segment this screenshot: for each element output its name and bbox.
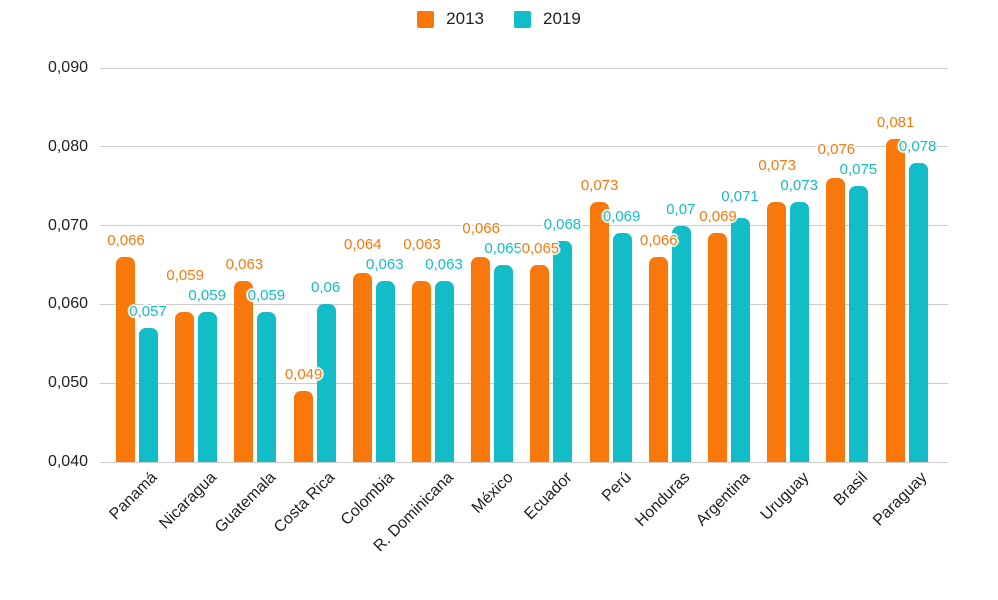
bar-2013-uruguay[interactable] [767, 201, 787, 462]
bar-2019-mexico[interactable] [494, 265, 514, 462]
bar-2019-guatemala[interactable] [257, 312, 277, 462]
y-axis-tick-0-090: 0,090 [47, 59, 88, 76]
gridline-0-070 [100, 225, 948, 227]
value-label-2019-brasil: 0,075 [839, 161, 878, 179]
x-axis-label-brasil: Brasil [831, 469, 872, 510]
bar-2013-panama[interactable] [116, 257, 135, 462]
value-label-2013-colombia: 0,064 [344, 235, 382, 253]
chart-legend: 2013 2019 [0, 9, 998, 29]
bar-2019-r-dominicana[interactable] [435, 280, 454, 462]
y-axis-tick-0-080: 0,080 [47, 137, 88, 155]
legend-swatch-2019-icon [514, 10, 531, 28]
bar-2013-ecuador[interactable] [530, 265, 550, 462]
gridline-0-090 [100, 67, 948, 69]
legend-item-2019: 2019 [514, 9, 581, 29]
value-label-2019-panama: 0,057 [129, 303, 167, 321]
value-label-2013-nicaragua: 0,059 [166, 267, 204, 285]
bar-2013-argentina[interactable] [708, 233, 727, 462]
x-axis-label-argentina: Argentina [692, 469, 754, 530]
gridline-0-050 [100, 382, 948, 384]
value-label-2013-ecuador: 0,065 [521, 240, 560, 257]
x-axis-label-panama: Panamá [106, 469, 162, 524]
y-axis-tick-0-040: 0,040 [47, 453, 88, 470]
bar-2019-peru[interactable] [612, 233, 632, 462]
bar-2013-mexico[interactable] [471, 257, 491, 462]
bar-2019-costa-rica[interactable] [316, 304, 336, 462]
value-label-2013-r-dominicana: 0,063 [403, 235, 441, 253]
bar-2013-nicaragua[interactable] [175, 312, 195, 462]
value-label-2013-argentina: 0,069 [699, 208, 737, 226]
x-axis-label-uruguay: Uruguay [757, 469, 813, 524]
gridline-0-060 [100, 303, 948, 305]
value-label-2013-honduras: 0,066 [640, 232, 678, 250]
bar-2019-ecuador[interactable] [553, 241, 573, 462]
value-label-2013-mexico: 0,066 [462, 220, 500, 237]
x-axis-label-peru: Perú [598, 469, 635, 505]
value-label-2019-nicaragua: 0,059 [188, 287, 226, 305]
value-label-2013-uruguay: 0,073 [758, 156, 796, 174]
value-label-2019-r-dominicana: 0,063 [425, 255, 463, 273]
y-axis-tick-0-050: 0,050 [47, 374, 88, 392]
value-label-2019-colombia: 0,063 [366, 255, 404, 273]
bar-2019-colombia[interactable] [375, 280, 395, 462]
value-label-2019-costa-rica: 0,06 [310, 279, 341, 297]
bar-2019-argentina[interactable] [731, 217, 750, 462]
bar-2013-guatemala[interactable] [234, 280, 254, 462]
bar-2013-brasil[interactable] [826, 178, 846, 462]
bar-2019-paraguay[interactable] [908, 162, 928, 462]
legend-swatch-2013-icon [417, 10, 435, 28]
bar-2019-brasil[interactable] [849, 186, 869, 462]
gridline-0-040 [100, 461, 948, 463]
bar-2019-honduras[interactable] [671, 225, 691, 462]
legend-item-2013: 2013 [417, 9, 484, 29]
bar-2013-honduras[interactable] [648, 257, 668, 462]
bar-2013-paraguay[interactable] [885, 138, 905, 462]
x-axis-label-guatemala: Guatemala [212, 469, 280, 537]
value-label-2019-uruguay: 0,073 [780, 176, 818, 194]
value-label-2013-brasil: 0,076 [817, 141, 856, 159]
bar-2013-r-dominicana[interactable] [412, 280, 431, 462]
y-axis-tick-0-070: 0,070 [47, 216, 88, 234]
bar-2019-nicaragua[interactable] [198, 312, 218, 462]
value-label-2013-peru: 0,073 [580, 176, 619, 194]
bar-2013-costa-rica[interactable] [293, 391, 313, 462]
value-label-2013-guatemala: 0,063 [225, 255, 264, 273]
x-axis-label-honduras: Honduras [632, 469, 694, 531]
bar-2013-peru[interactable] [589, 201, 609, 462]
x-axis-label-costa-rica: Costa Rica [271, 469, 339, 537]
x-axis-label-colombia: Colombia [338, 469, 398, 529]
value-label-2013-costa-rica: 0,049 [284, 366, 323, 384]
bar-2013-colombia[interactable] [352, 272, 372, 462]
legend-label-2013: 2013 [446, 9, 484, 28]
value-label-2019-ecuador: 0,068 [543, 216, 582, 234]
value-label-2013-panama: 0,066 [107, 232, 145, 250]
x-axis-label-ecuador: Ecuador [521, 469, 576, 524]
value-label-2019-argentina: 0,071 [721, 188, 759, 206]
y-axis-tick-0-060: 0,060 [47, 295, 88, 313]
gridline-0-080 [100, 146, 948, 148]
bar-2019-uruguay[interactable] [790, 201, 810, 462]
value-label-2019-peru: 0,069 [602, 208, 641, 226]
value-label-2013-paraguay: 0,081 [876, 113, 915, 131]
bar-2019-panama[interactable] [139, 328, 158, 462]
value-label-2019-honduras: 0,07 [666, 200, 696, 218]
x-axis-label-paraguay: Paraguay [870, 469, 931, 530]
value-label-2019-mexico: 0,065 [484, 240, 522, 257]
legend-label-2019: 2019 [543, 9, 581, 28]
x-axis-label-mexico: México [468, 469, 517, 517]
value-label-2019-paraguay: 0,078 [898, 137, 937, 155]
value-label-2019-guatemala: 0,059 [247, 287, 286, 305]
